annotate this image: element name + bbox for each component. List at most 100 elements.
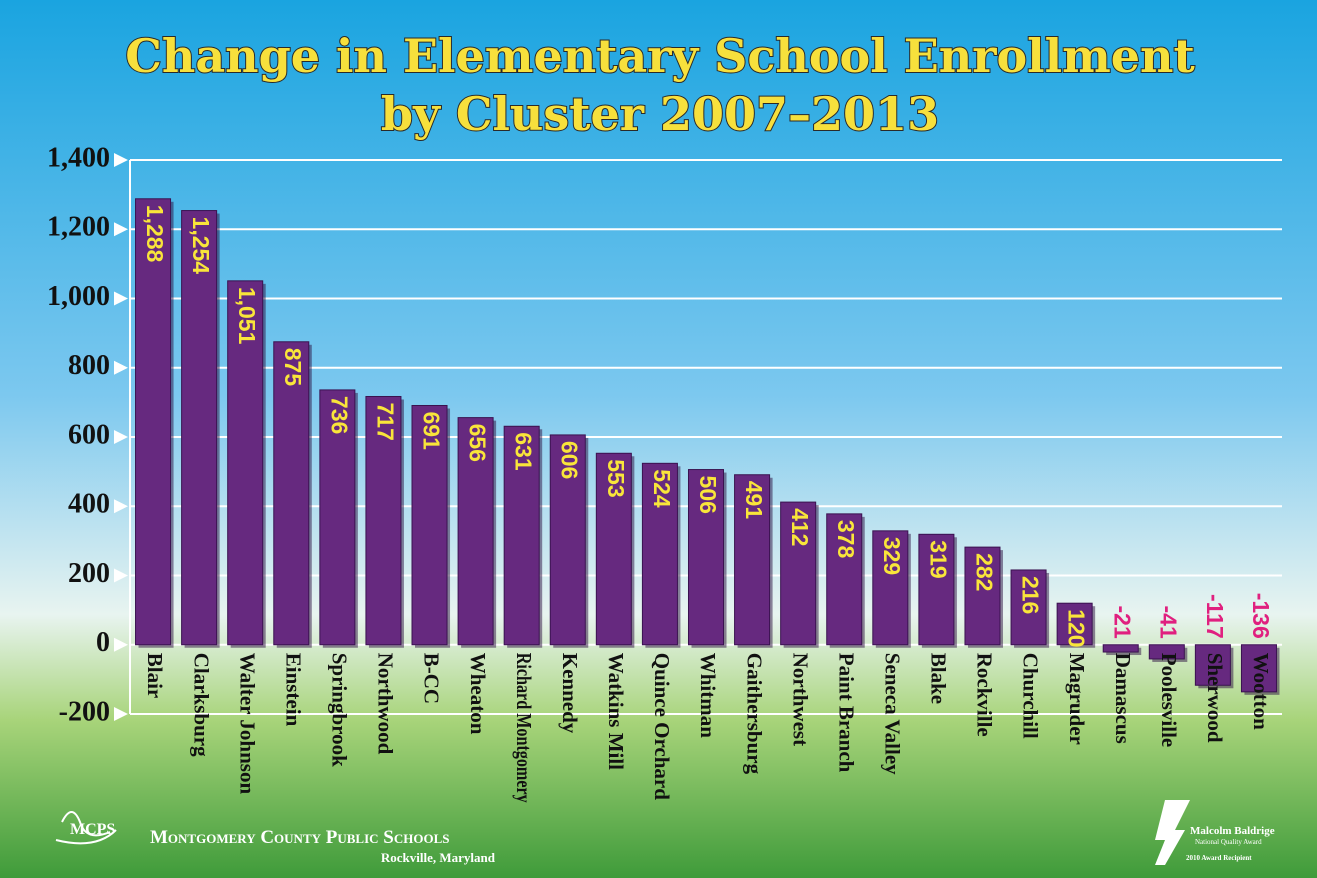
x-tick-label: Walter Johnson	[235, 653, 259, 795]
value-label: 1,254	[188, 217, 214, 275]
y-tick-label: -200	[59, 696, 110, 727]
x-tick-label: Kennedy	[558, 653, 582, 734]
x-tick-label: Richard Montgomery	[512, 653, 536, 803]
value-label: 875	[280, 348, 306, 387]
value-label: 412	[787, 508, 813, 546]
x-tick-label: Watkins Mill	[604, 653, 628, 770]
bar	[457, 417, 494, 646]
chart-subtitle: by Cluster 2007–2013	[381, 87, 939, 141]
x-tick-label: Seneca Valley	[881, 653, 905, 775]
y-tick-label: 400	[68, 489, 110, 520]
bar	[872, 530, 909, 646]
x-tick-label: Clarksburg	[189, 653, 213, 757]
tick-mark	[114, 568, 128, 583]
bar	[1240, 644, 1277, 693]
y-tick-label: 1,400	[47, 142, 110, 173]
x-tick-label: Paint Branch	[834, 653, 858, 773]
tick-mark	[114, 707, 128, 721]
value-label: 120	[1064, 609, 1090, 647]
value-label: 691	[418, 411, 444, 450]
value-label: 216	[1017, 576, 1043, 614]
footer-left: MCPS Montgomery County Public Schools Ro…	[55, 811, 496, 865]
bar	[641, 462, 678, 646]
value-label: 606	[557, 441, 583, 479]
logo-icon	[55, 811, 117, 845]
award-year: 2010 Award Recipient	[1186, 854, 1252, 862]
footer-right: Malcolm Baldrige National Quality Award …	[1155, 800, 1275, 865]
bar	[319, 389, 356, 646]
x-tick-label: Poolesville	[1157, 653, 1181, 747]
y-tick-label: 600	[68, 419, 110, 450]
value-label: 319	[925, 540, 951, 578]
y-tick-label: 1,000	[47, 281, 110, 312]
bar	[227, 280, 264, 646]
x-tick-label: Blair	[143, 653, 167, 699]
x-tick-label: Einstein	[281, 653, 305, 727]
value-label: -117	[1202, 594, 1228, 639]
x-tick-label: Quince Orchard	[650, 653, 674, 801]
tick-mark	[114, 153, 128, 167]
tick-mark	[114, 291, 128, 306]
bar	[1056, 602, 1093, 646]
bar	[1148, 644, 1185, 660]
x-tick-label: Wheaton	[466, 653, 490, 735]
value-label: 506	[695, 476, 721, 514]
bar	[1102, 644, 1139, 653]
tick-mark	[114, 430, 128, 444]
value-label: -41	[1156, 606, 1182, 639]
location: Rockville, Maryland	[381, 850, 496, 865]
value-label: 1,051	[234, 287, 260, 345]
x-tick-label: Gaithersburg	[742, 653, 766, 775]
bar	[365, 395, 402, 646]
award-icon	[1155, 800, 1190, 865]
y-tick-label: 0	[96, 627, 110, 658]
value-label: 1,288	[142, 205, 168, 263]
value-label: 631	[511, 432, 537, 471]
value-label: 329	[879, 537, 905, 575]
x-tick-label: Blake	[927, 653, 951, 704]
tick-mark	[114, 637, 128, 652]
bar	[135, 198, 172, 646]
award: Malcolm Baldrige	[1190, 825, 1275, 837]
bar	[687, 469, 725, 646]
value-label: 282	[971, 553, 997, 591]
bar	[1194, 644, 1231, 686]
bar	[964, 546, 1001, 646]
bar	[595, 452, 632, 646]
organization: Montgomery County Public Schools	[150, 827, 449, 848]
bar	[503, 425, 540, 646]
value-label: -136	[1248, 593, 1274, 639]
tick-mark	[114, 499, 128, 514]
bar	[181, 210, 218, 646]
bar	[734, 474, 771, 646]
x-tick-label: Magruder	[1065, 653, 1089, 745]
y-tick-label: 800	[68, 350, 110, 381]
value-label: 491	[741, 481, 767, 520]
value-label: 656	[465, 424, 491, 462]
x-tick-label: Damascus	[1111, 653, 1135, 744]
award-sub: National Quality Award	[1195, 838, 1262, 846]
x-tick-label: Springbrook	[328, 653, 352, 767]
x-tick-label: Whitman	[696, 653, 720, 739]
value-label: 524	[649, 469, 675, 508]
value-label: 736	[326, 396, 352, 434]
x-tick-label: Sherwood	[1203, 653, 1227, 743]
x-tick-label: B-CC	[420, 653, 444, 704]
logo-text: MCPS	[70, 821, 115, 838]
bar	[918, 533, 955, 646]
y-tick-label: 200	[68, 558, 110, 589]
bar	[273, 341, 310, 646]
bar	[1010, 569, 1047, 646]
value-label: 553	[603, 459, 629, 497]
bar	[549, 434, 586, 646]
value-label: 378	[833, 520, 859, 559]
value-label: -21	[1110, 606, 1136, 639]
bar	[780, 501, 817, 646]
x-tick-label: Churchill	[1019, 653, 1043, 739]
tick-mark	[114, 222, 128, 237]
tick-mark	[114, 360, 128, 375]
bar	[826, 513, 863, 646]
x-tick-label: Northwood	[374, 653, 398, 755]
chart-title: Change in Elementary School Enrollment	[125, 29, 1195, 83]
